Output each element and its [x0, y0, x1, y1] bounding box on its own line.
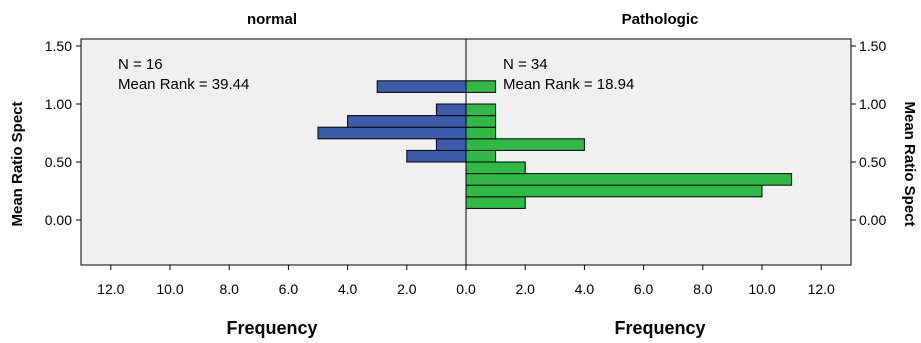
x-tick-normal-0: 0.0 [456, 281, 476, 297]
bar-normal-3 [347, 115, 467, 128]
bar-normal-5 [376, 80, 467, 93]
x-tick-normal-4: 8.0 [219, 281, 239, 297]
bars-layer [317, 80, 793, 209]
x-tick-normal-2: 4.0 [338, 281, 358, 297]
y-tick-right-3: 1.50 [859, 38, 886, 54]
bar-pathologic-5 [465, 138, 585, 151]
y-tick-left-2: 1.00 [45, 96, 72, 112]
x-tick-normal-5: 10.0 [156, 281, 183, 297]
bar-pathologic-2 [465, 173, 793, 186]
x-tick-normal-3: 6.0 [279, 281, 299, 297]
y-tick-left-1: 0.50 [45, 154, 72, 170]
bar-pathologic-4 [465, 149, 497, 163]
annotation-normal-rank: Mean Rank = 39.44 [118, 76, 249, 93]
x-axis-label-normal: Frequency [226, 318, 317, 338]
panel-title-normal: normal [247, 11, 297, 28]
x-tick-pathologic-2: 4.0 [575, 281, 595, 297]
bar-pathologic-7 [465, 115, 497, 128]
x-tick-pathologic-1: 2.0 [515, 281, 535, 297]
x-tick-pathologic-6: 12.0 [808, 281, 835, 297]
bar-normal-0 [406, 149, 467, 163]
bar-normal-4 [435, 103, 467, 117]
y-axis-label-left: Mean Ratio Spect [9, 101, 26, 226]
annotation-normal-n: N = 16 [118, 56, 163, 73]
bar-normal-1 [435, 138, 467, 151]
ticks-layer: 0.00 0.00 0.50 0.50 1.00 1.00 1.50 1.50 0.0 2.0 2.… [45, 38, 887, 297]
y-axis-label-right: Mean Ratio Spect [901, 101, 918, 226]
bar-pathologic-3 [465, 161, 526, 175]
y-tick-left-0: 0.00 [45, 212, 72, 228]
x-tick-normal-6: 12.0 [97, 281, 124, 297]
y-tick-right-2: 1.00 [859, 96, 886, 112]
bar-normal-2 [317, 126, 467, 140]
x-tick-pathologic-5: 10.0 [748, 281, 775, 297]
bar-pathologic-8 [465, 103, 497, 117]
x-axis-label-pathologic: Frequency [614, 318, 705, 338]
y-tick-right-0: 0.00 [859, 212, 886, 228]
x-tick-pathologic-4: 8.0 [693, 281, 713, 297]
annotation-pathologic-rank: Mean Rank = 18.94 [503, 76, 634, 93]
bar-pathologic-9 [465, 80, 497, 93]
bar-pathologic-6 [465, 126, 497, 140]
x-tick-pathologic-3: 6.0 [634, 281, 654, 297]
y-tick-right-1: 0.50 [859, 154, 886, 170]
annotation-pathologic-n: N = 34 [503, 56, 548, 73]
x-tick-normal-1: 2.0 [397, 281, 417, 297]
bar-pathologic-1 [465, 184, 763, 198]
bar-pathologic-0 [465, 196, 526, 209]
panel-title-pathologic: Pathologic [622, 11, 699, 28]
y-tick-left-3: 1.50 [45, 38, 72, 54]
